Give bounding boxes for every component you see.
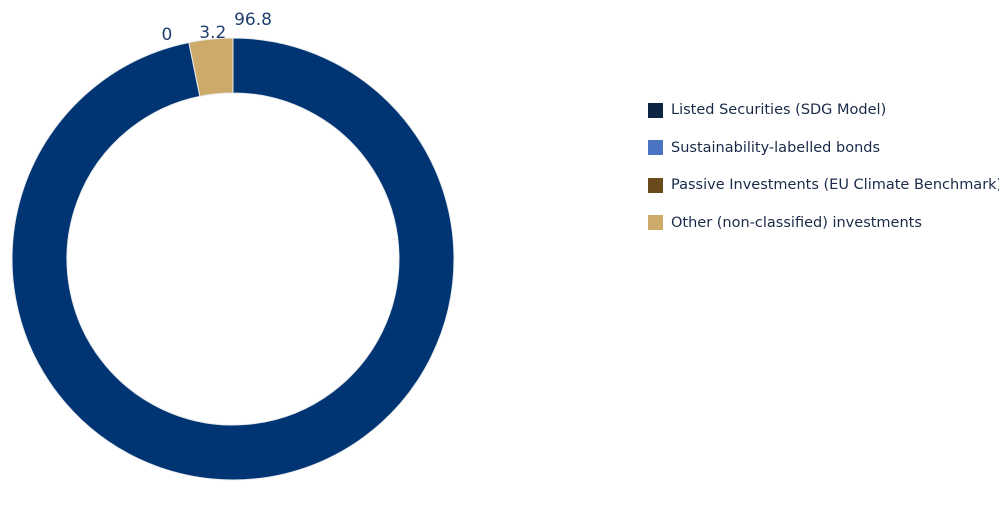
legend-label: Other (non-classified) investments: [671, 214, 922, 231]
legend-item-listed-securities[interactable]: Listed Securities (SDG Model): [648, 100, 999, 120]
data-label-listed-securities-sdg-model: 96.8: [234, 10, 272, 30]
data-label-passive-investments-eu-climate-benchmark: 0: [161, 25, 172, 45]
donut-slices: [11, 37, 455, 481]
legend-swatch: [648, 177, 663, 193]
legend-swatch: [648, 140, 663, 155]
legend-label: Listed Securities (SDG Model): [671, 102, 887, 118]
legend-label: Passive Investments (EU Climate Benchmar…: [671, 177, 999, 193]
legend-item-sustainability-bonds[interactable]: Sustainability-labelled bonds: [648, 138, 999, 158]
legend-item-passive-investments[interactable]: Passive Investments (EU Climate Benchmar…: [648, 175, 999, 195]
legend-swatch: [648, 102, 663, 118]
data-label-other-non-classified-investments: 3.2: [199, 23, 226, 43]
legend-item-other-investments[interactable]: Other (non-classified) investments: [648, 213, 999, 233]
donut-data-labels: 96.8 0 3.2: [161, 10, 271, 45]
legend-swatch: [648, 215, 663, 230]
slice-listed-securities-sdg-model[interactable]: [11, 37, 455, 481]
legend-label: Sustainability-labelled bonds: [671, 139, 881, 156]
legend: Listed Securities (SDG Model) Sustainabi…: [648, 100, 999, 250]
slice-other-non-classified-investments[interactable]: [188, 37, 234, 97]
